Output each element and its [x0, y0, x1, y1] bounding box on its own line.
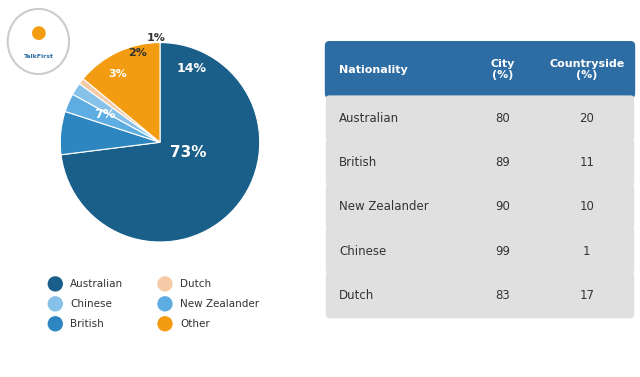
Wedge shape [61, 43, 260, 242]
Text: Dutch: Dutch [180, 279, 211, 289]
Text: Nationality: Nationality [339, 64, 408, 75]
Text: Chinese: Chinese [339, 245, 387, 257]
Text: TalkFirst: TalkFirst [24, 54, 53, 59]
Text: 83: 83 [495, 289, 510, 302]
Text: 73%: 73% [170, 145, 206, 160]
Circle shape [48, 317, 62, 331]
Text: New Zealander: New Zealander [180, 299, 259, 309]
Text: 80: 80 [495, 112, 510, 125]
Text: Chinese: Chinese [70, 299, 112, 309]
Text: 17: 17 [579, 289, 595, 302]
Text: 99: 99 [495, 245, 510, 257]
Text: Australian: Australian [70, 279, 124, 289]
Text: Other: Other [180, 319, 210, 329]
Text: British: British [70, 319, 104, 329]
Wedge shape [65, 94, 160, 142]
Text: 2%: 2% [129, 48, 147, 58]
Text: 10: 10 [579, 200, 594, 213]
Text: Australian: Australian [339, 112, 399, 125]
Circle shape [158, 317, 172, 331]
FancyBboxPatch shape [326, 272, 634, 318]
FancyBboxPatch shape [326, 228, 634, 274]
Text: City
(%): City (%) [490, 59, 515, 80]
Text: 89: 89 [495, 156, 510, 169]
Text: 3%: 3% [109, 69, 127, 80]
Text: Countryside
(%): Countryside (%) [549, 59, 625, 80]
FancyBboxPatch shape [326, 95, 634, 141]
FancyBboxPatch shape [326, 184, 634, 230]
Wedge shape [72, 84, 160, 142]
Circle shape [158, 277, 172, 291]
FancyBboxPatch shape [325, 41, 636, 98]
Text: New Zealander: New Zealander [339, 200, 429, 213]
FancyBboxPatch shape [326, 139, 634, 185]
Text: British: British [339, 156, 378, 169]
Text: ●: ● [31, 25, 46, 42]
Wedge shape [60, 112, 160, 155]
Circle shape [8, 9, 69, 74]
Text: 1%: 1% [147, 32, 166, 43]
Text: 7%: 7% [95, 108, 116, 121]
Wedge shape [83, 43, 160, 142]
Wedge shape [79, 79, 160, 142]
Circle shape [48, 297, 62, 311]
Text: Dutch: Dutch [339, 289, 374, 302]
Text: 1: 1 [583, 245, 591, 257]
Text: 14%: 14% [177, 62, 207, 75]
Text: 90: 90 [495, 200, 510, 213]
Circle shape [48, 277, 62, 291]
Text: 20: 20 [579, 112, 594, 125]
Circle shape [158, 297, 172, 311]
Text: 11: 11 [579, 156, 595, 169]
